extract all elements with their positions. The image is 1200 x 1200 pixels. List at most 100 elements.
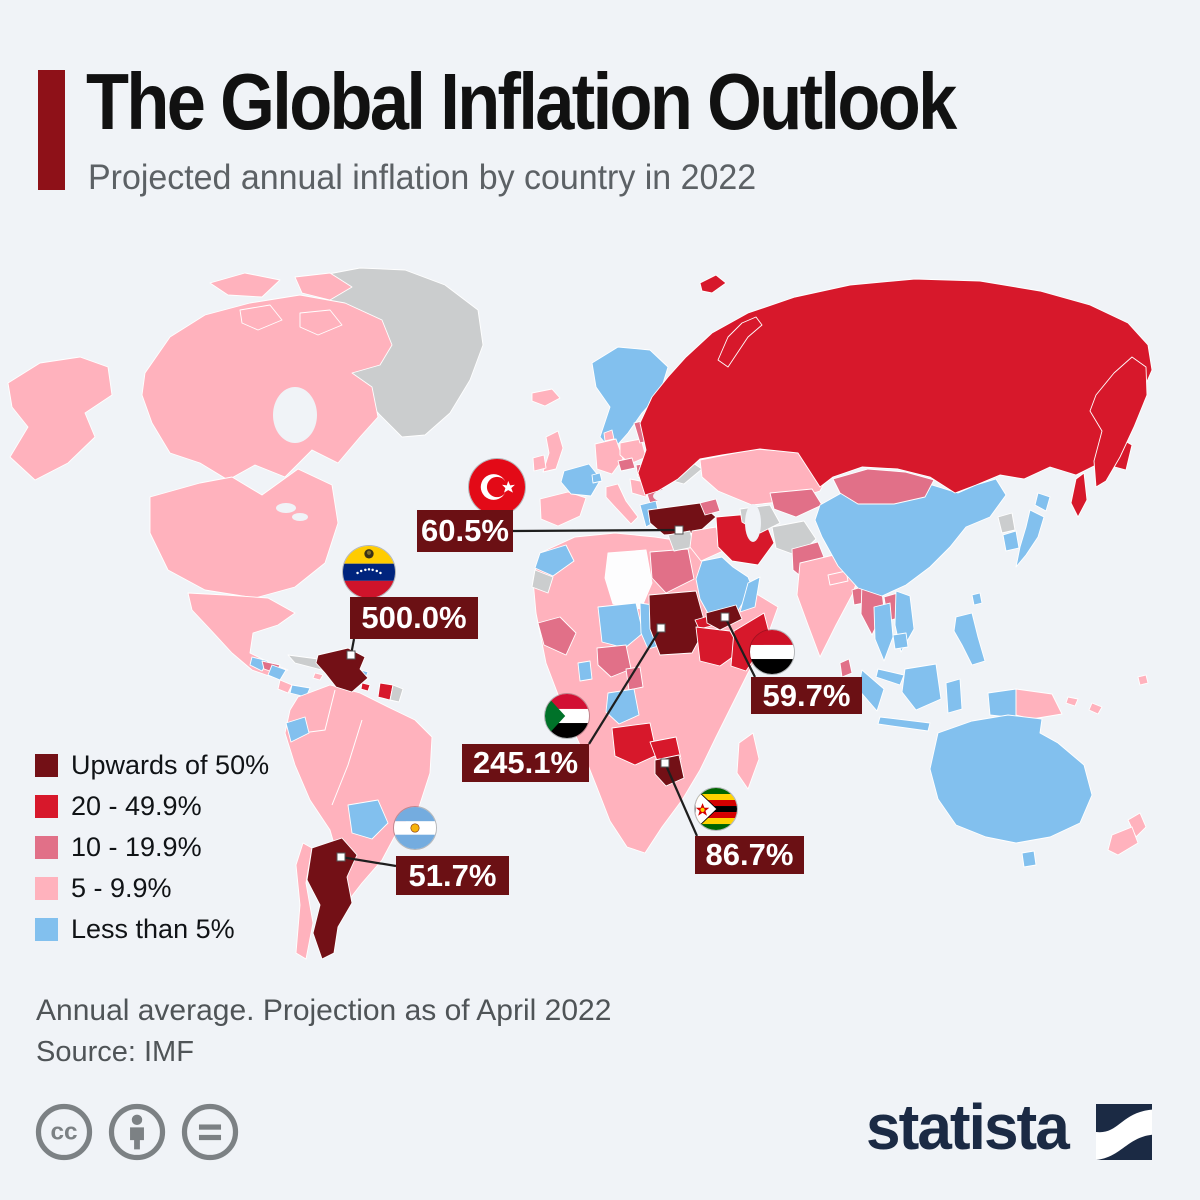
country-west-africa [537,616,577,656]
svg-text:cc: cc [50,1119,77,1146]
country-west-papua [987,688,1017,719]
country-morocco [534,544,575,577]
legend-item: 5 - 9.9% [35,873,269,904]
legend-swatch-upwards-50 [35,754,58,777]
country-denmark [603,429,615,442]
country-svalbard [699,274,727,294]
footer-source: Source: IMF [36,1036,194,1068]
legend-item: Less than 5% [35,914,269,945]
legend-label: 20 - 49.9% [71,791,202,821]
country-poland [619,438,647,465]
country-java [877,716,931,732]
country-czech [617,457,636,472]
country-new-zealand-south [1107,826,1139,856]
turkey-value-label: 60.5% [417,510,513,552]
sudan-value-label: 245.1% [462,744,589,782]
country-ecuador [285,716,310,743]
country-fiji [1137,674,1149,686]
creative-commons-icon: cc [35,1103,93,1161]
country-japan [1015,509,1045,568]
sudan-connector-line [588,627,662,745]
country-bolivia [347,799,389,840]
turkey-flag-icon [469,459,525,515]
title-accent-bar [38,70,65,190]
country-ireland [532,454,547,472]
country-tasmania [1021,850,1037,868]
country-arctic-island [299,309,343,336]
sudan-marker [656,623,666,633]
great-lake-1 [276,503,296,513]
country-japan-hokkaido [1034,492,1051,512]
caspian-sea [745,504,761,542]
country-philippines [953,612,986,666]
great-lake-2 [292,513,308,521]
page-subtitle: Projected annual inflation by country in… [88,158,757,197]
country-western-sahara [531,569,554,594]
legend-swatch-5-9 [35,877,58,900]
country-trinidad [360,682,371,692]
legend-label: Less than 5% [71,914,235,944]
argentina-marker [336,852,346,862]
country-australia [929,714,1093,844]
world-map-svg [7,267,1153,960]
country-italy [605,483,639,525]
country-south-korea [1002,530,1020,552]
legend-swatch-20-49 [35,795,58,818]
black-sea [653,489,687,503]
country-taiwan [971,592,983,606]
world-map [0,265,1200,965]
footer-note: Annual average. Projection as of April 2… [36,994,612,1027]
country-argentina [306,837,358,960]
legend-swatch-10-19 [35,836,58,859]
venezuela-value-label: 500.0% [350,597,478,639]
sudan-flag-icon [545,694,589,738]
legend-item: 10 - 19.9% [35,832,269,863]
country-ethiopia [695,626,742,667]
country-iberia [539,491,587,527]
attribution-person-icon [108,1103,166,1161]
yemen-marker [720,612,730,622]
legend: Upwards of 50% 20 - 49.9% 10 - 19.9% 5 -… [35,750,269,955]
country-nepal [827,570,849,586]
argentina-connector-line [340,855,397,868]
country-novaya-zemlya [717,316,763,368]
country-caucasus [699,498,721,516]
country-sulawesi [945,678,963,714]
argentina-flag-icon [394,807,436,849]
country-madagascar [736,732,760,790]
page-title: The Global Inflation Outlook [86,57,957,146]
country-germany [594,438,624,475]
country-iceland [531,388,561,407]
country-cambodia [892,632,909,650]
country-costarica [277,679,293,694]
country-iraq [689,526,724,562]
country-kamchatka [1089,356,1148,488]
border-line [301,689,336,734]
country-uk [542,430,564,473]
legend-item: 20 - 49.9% [35,791,269,822]
country-uzbekistan [769,488,823,518]
zimbabwe-flag-icon [695,788,737,830]
country-niger [597,602,644,649]
country-nicaragua [267,664,287,681]
country-ghana [577,660,593,682]
no-derivatives-equals-icon [181,1103,239,1161]
country-switzerland [591,472,603,484]
turkey-marker [674,525,684,535]
yemen-value-label: 59.7% [751,677,862,714]
yemen-flag-icon [750,630,794,674]
yemen-connector-line [724,616,756,678]
country-libya [604,549,653,610]
country-nigeria [596,644,632,678]
venezuela-flag-icon [343,546,395,598]
country-usa [149,468,339,599]
country-venezuela [315,647,369,693]
country-malaysia [875,668,905,686]
country-congo [605,688,640,725]
legend-label: 5 - 9.9% [71,873,172,903]
country-jamaica [312,672,324,681]
legend-label: 10 - 19.9% [71,832,202,862]
country-arctic-island [294,272,353,301]
country-arctic-island [239,304,283,331]
hudson-bay [273,387,317,443]
